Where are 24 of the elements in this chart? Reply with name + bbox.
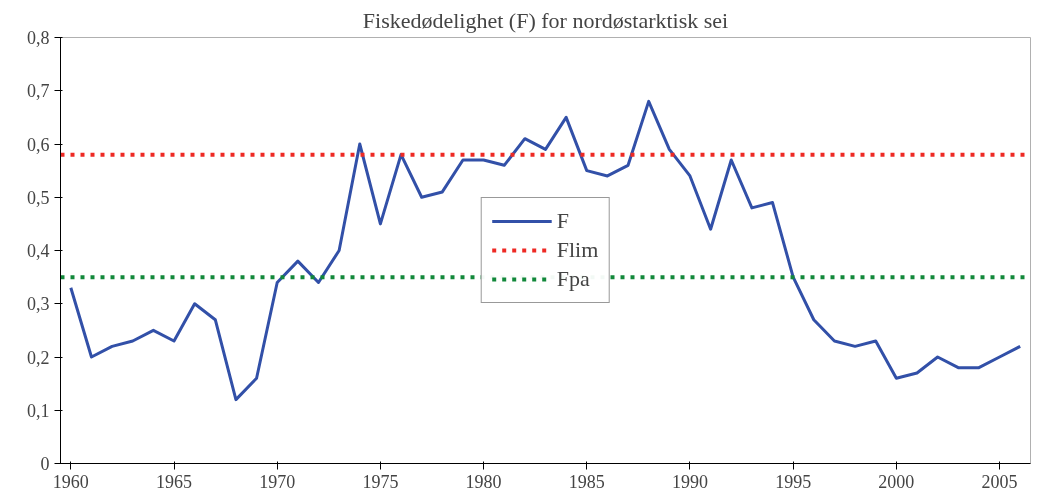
line-series — [69, 99, 1022, 402]
chart-title: Fiskedødelighet (F) for nordøstarktisk sei — [362, 7, 729, 33]
y-tick-label: 0,6 — [27, 134, 50, 155]
x-tick-label: 1995 — [775, 471, 812, 492]
y-tick-label: 0,4 — [27, 241, 50, 261]
x-tick-label: 1990 — [671, 471, 708, 492]
x-tick-label: 1975 — [362, 471, 399, 492]
x-tick-label: 2005 — [981, 471, 1018, 492]
y-tick-label: 0,3 — [27, 294, 50, 315]
y-tick-label: 0,7 — [27, 81, 50, 102]
x-tick-label: 1980 — [465, 471, 502, 492]
x-tick-label: 1970 — [259, 471, 296, 492]
y-tick-label: 0,1 — [27, 400, 50, 421]
y-tick-label: 0,2 — [27, 347, 50, 368]
x-tick-label: 1960 — [52, 471, 89, 492]
y-tick-label: 0,5 — [27, 187, 50, 208]
ref-line-label: Fpa — [556, 266, 590, 292]
y-tick-label: 0 — [40, 454, 50, 474]
x-tick-label: 1965 — [156, 471, 193, 492]
x-tick-label: 2000 — [878, 471, 915, 492]
legend-label: F — [556, 208, 570, 234]
x-tick-label: 1985 — [568, 471, 605, 492]
y-tick-label: 0,8 — [27, 28, 50, 48]
legend-label: Flim — [556, 237, 599, 263]
